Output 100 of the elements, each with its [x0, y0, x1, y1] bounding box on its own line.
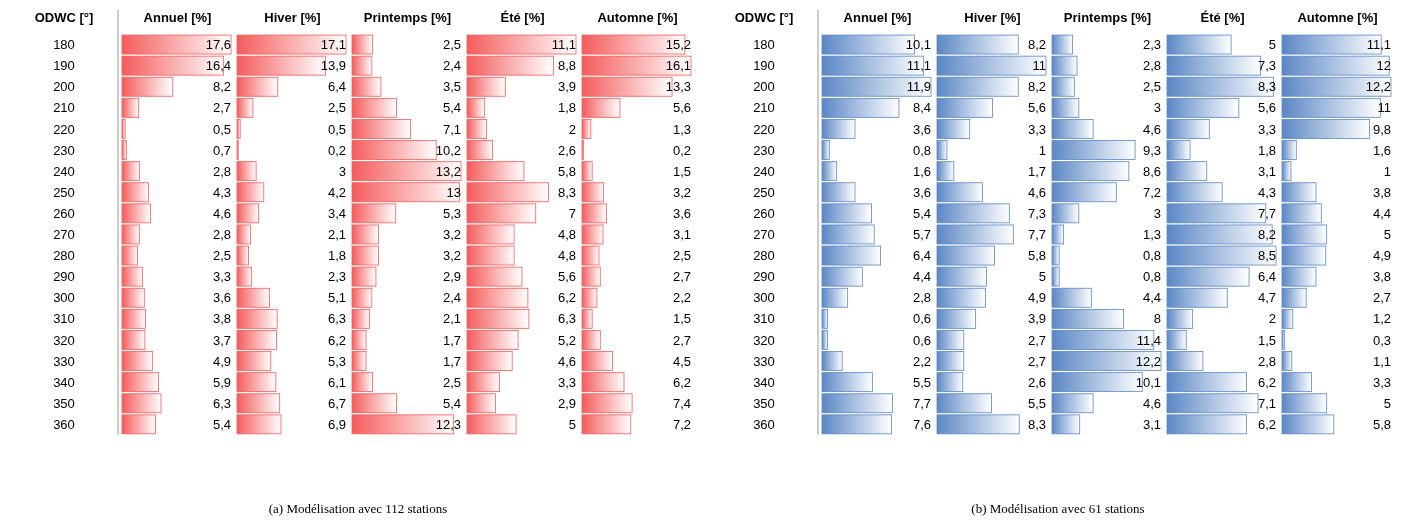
data-label: 5,1	[327, 290, 346, 306]
data-label: 11,1	[551, 37, 576, 53]
y-tick-label: 200	[753, 79, 775, 95]
data-label: 4,7	[1257, 290, 1276, 306]
data-label: 1,8	[1257, 142, 1276, 158]
data-label: 0,8	[1142, 269, 1161, 285]
data-label: 17,6	[205, 37, 231, 53]
data-label: 6,2	[1257, 374, 1276, 390]
data-label: 2,5	[442, 37, 461, 53]
data-label: 2,7	[1372, 290, 1391, 306]
data-label: 5,2	[557, 332, 576, 348]
data-label: 11	[1377, 100, 1391, 116]
data-label: 0,3	[1372, 332, 1391, 348]
data-label: 13	[446, 184, 461, 200]
data-label: 4,3	[212, 184, 231, 200]
chart-title: Annuel [%]	[143, 10, 212, 25]
data-label: 3,8	[212, 311, 231, 327]
y-tick-label: 320	[53, 332, 75, 348]
data-label: 5,4	[442, 100, 461, 116]
data-label: 2,7	[212, 100, 231, 116]
data-label: 2,8	[1257, 353, 1276, 369]
data-label: 5,6	[672, 100, 691, 116]
data-label: 6,3	[557, 311, 576, 327]
data-label: 4,9	[212, 353, 231, 369]
data-label: 10,1	[1135, 374, 1161, 390]
data-label: 1	[1383, 163, 1391, 179]
data-label: 5,4	[212, 416, 231, 432]
data-label: 5	[1268, 37, 1276, 53]
data-label: 8,3	[1027, 416, 1046, 432]
data-label: 12,3	[435, 416, 461, 432]
data-label: 7,7	[1257, 205, 1276, 221]
data-label: 1,7	[1027, 163, 1046, 179]
data-label: 4,6	[1142, 395, 1161, 411]
data-label: 1,8	[327, 248, 346, 264]
data-label: 2,8	[212, 227, 231, 242]
y-tick-label: 330	[53, 353, 75, 369]
data-label: 5,8	[1027, 248, 1046, 264]
y-tick-label: 360	[53, 416, 75, 432]
data-label: 12,2	[1365, 79, 1391, 95]
y-tick-label: 360	[753, 416, 775, 432]
data-label: 2,6	[557, 142, 576, 158]
y-tick-label: 350	[753, 395, 775, 411]
data-label: 2	[1268, 311, 1276, 327]
data-label: 6,2	[1257, 416, 1276, 432]
data-label: 1,6	[1372, 142, 1391, 158]
data-label: 3,1	[1257, 163, 1276, 179]
data-label: 2,9	[557, 395, 576, 411]
data-label: 1,5	[672, 163, 691, 179]
data-label: 0,8	[1142, 248, 1161, 264]
y-tick-label: 330	[753, 353, 775, 369]
chart-title: Été [%]	[1200, 10, 1245, 25]
data-label: 1,7	[442, 353, 461, 369]
data-label: 3,2	[442, 227, 461, 242]
y-axis-title: ODWC [°]	[734, 10, 794, 25]
data-label: 2,7	[1027, 332, 1046, 348]
data-label: 2,5	[212, 248, 231, 264]
chart-title: Hiver [%]	[964, 10, 1021, 25]
data-label: 3,6	[212, 290, 231, 306]
data-label: 2,8	[1142, 58, 1161, 74]
data-label: 4,6	[212, 205, 231, 221]
y-tick-label: 350	[53, 395, 75, 411]
data-label: 0,6	[912, 332, 931, 348]
data-label: 17,1	[320, 37, 346, 53]
data-label: 1,3	[1142, 227, 1161, 242]
data-label: 11,4	[1136, 332, 1161, 348]
y-tick-label: 290	[53, 269, 75, 285]
data-label: 5,5	[1027, 395, 1046, 411]
data-label: 12	[1376, 58, 1391, 74]
data-label: 8,2	[1027, 37, 1046, 53]
data-label: 0,7	[212, 142, 231, 158]
y-tick-label: 260	[53, 205, 75, 221]
data-label: 1	[1038, 142, 1046, 158]
data-label: 2,3	[327, 269, 346, 285]
y-tick-label: 250	[753, 184, 775, 200]
y-tick-label: 190	[53, 58, 75, 74]
data-label: 6,2	[557, 290, 576, 306]
data-label: 2,3	[1142, 37, 1161, 53]
data-label: 0,2	[672, 142, 691, 158]
y-tick-label: 210	[753, 100, 775, 116]
data-label: 6,3	[327, 311, 346, 327]
data-label: 11,1	[1366, 37, 1391, 53]
data-label: 3,1	[1142, 416, 1161, 432]
data-label: 5,5	[912, 374, 931, 390]
data-label: 5,8	[557, 163, 576, 179]
data-label: 2,5	[442, 374, 461, 390]
data-label: 6,2	[672, 374, 691, 390]
data-label: 6,4	[912, 248, 931, 264]
y-tick-label: 190	[753, 58, 775, 74]
data-label: 2,2	[672, 290, 691, 306]
data-label: 5,3	[442, 205, 461, 221]
data-label: 5,6	[1257, 100, 1276, 116]
y-tick-label: 300	[53, 290, 75, 306]
data-label: 1,1	[1372, 353, 1391, 369]
y-tick-label: 200	[53, 79, 75, 95]
data-label: 1,2	[1372, 311, 1391, 327]
data-label: 8,8	[557, 58, 576, 74]
data-label: 8,3	[557, 184, 576, 200]
data-label: 3,9	[557, 79, 576, 95]
data-label: 6,2	[327, 332, 346, 348]
y-tick-label: 180	[753, 37, 775, 53]
